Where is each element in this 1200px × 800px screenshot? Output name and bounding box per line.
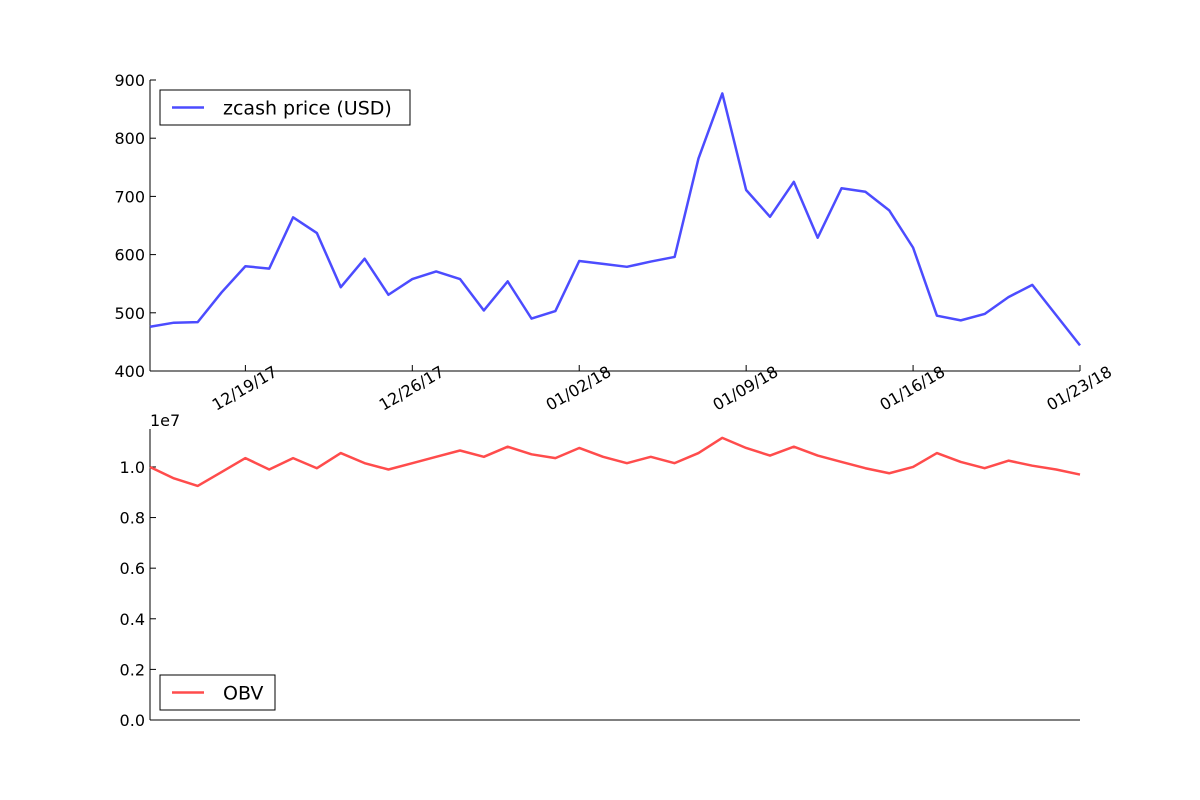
y-tick-label: 0.0: [120, 711, 145, 730]
y-tick-label: 0.4: [120, 610, 145, 629]
series-line: [149, 92, 1081, 347]
legend: OBV: [159, 674, 276, 711]
y-tick-label: 0.2: [120, 660, 145, 679]
y-tick-label: 0.6: [120, 559, 145, 578]
y-tick-label: 700: [114, 187, 145, 206]
x-tick-label: 12/26/17: [376, 362, 448, 414]
series-line: [149, 436, 1081, 488]
y-tick-label: 400: [114, 362, 145, 381]
y-tick-label: 1.0: [120, 458, 145, 477]
legend: zcash price (USD): [159, 89, 411, 126]
legend-label: zcash price (USD): [223, 98, 392, 120]
y-tick-label: 900: [114, 71, 145, 90]
x-tick-label: 01/16/18: [876, 362, 948, 414]
y-tick-label: 600: [114, 246, 145, 265]
legend-label: OBV: [223, 683, 263, 705]
x-tick-label: 01/02/18: [543, 362, 615, 414]
x-tick-label: 01/09/18: [710, 362, 782, 414]
legend-box: [159, 674, 276, 711]
x-tick-label: 01/23/18: [1043, 362, 1115, 414]
price-chart: 400 500 600 700 800 900 12/19/17 12/26/17 01/02/…: [114, 71, 1115, 414]
y-tick-label: 500: [114, 304, 145, 323]
y-tick-label: 0.8: [120, 509, 145, 528]
obv-chart: 0.0 0.2 0.4 0.6 0.8 1.0 1e7 OBV: [120, 411, 1081, 730]
x-tick-label: 12/19/17: [209, 362, 281, 414]
y-tick-label: 800: [114, 129, 145, 148]
y-offset-label: 1e7: [150, 411, 180, 430]
